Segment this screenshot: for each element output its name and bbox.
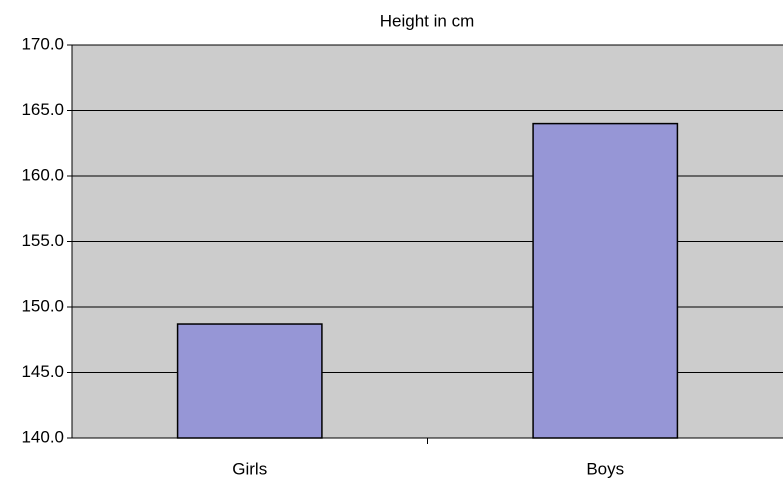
y-tick-label: 150.0	[21, 296, 64, 315]
x-tick-label: Boys	[586, 459, 624, 478]
y-tick-label: 170.0	[21, 34, 64, 53]
x-tick-label: Girls	[232, 459, 267, 478]
y-tick-label: 140.0	[21, 427, 64, 446]
y-tick-label: 155.0	[21, 231, 64, 250]
y-tick-label: 145.0	[21, 362, 64, 381]
bar	[176, 323, 323, 439]
bar	[532, 122, 679, 439]
chart-title: Height in cm	[380, 11, 474, 30]
y-tick-label: 160.0	[21, 165, 64, 184]
y-tick-label: 165.0	[21, 100, 64, 119]
